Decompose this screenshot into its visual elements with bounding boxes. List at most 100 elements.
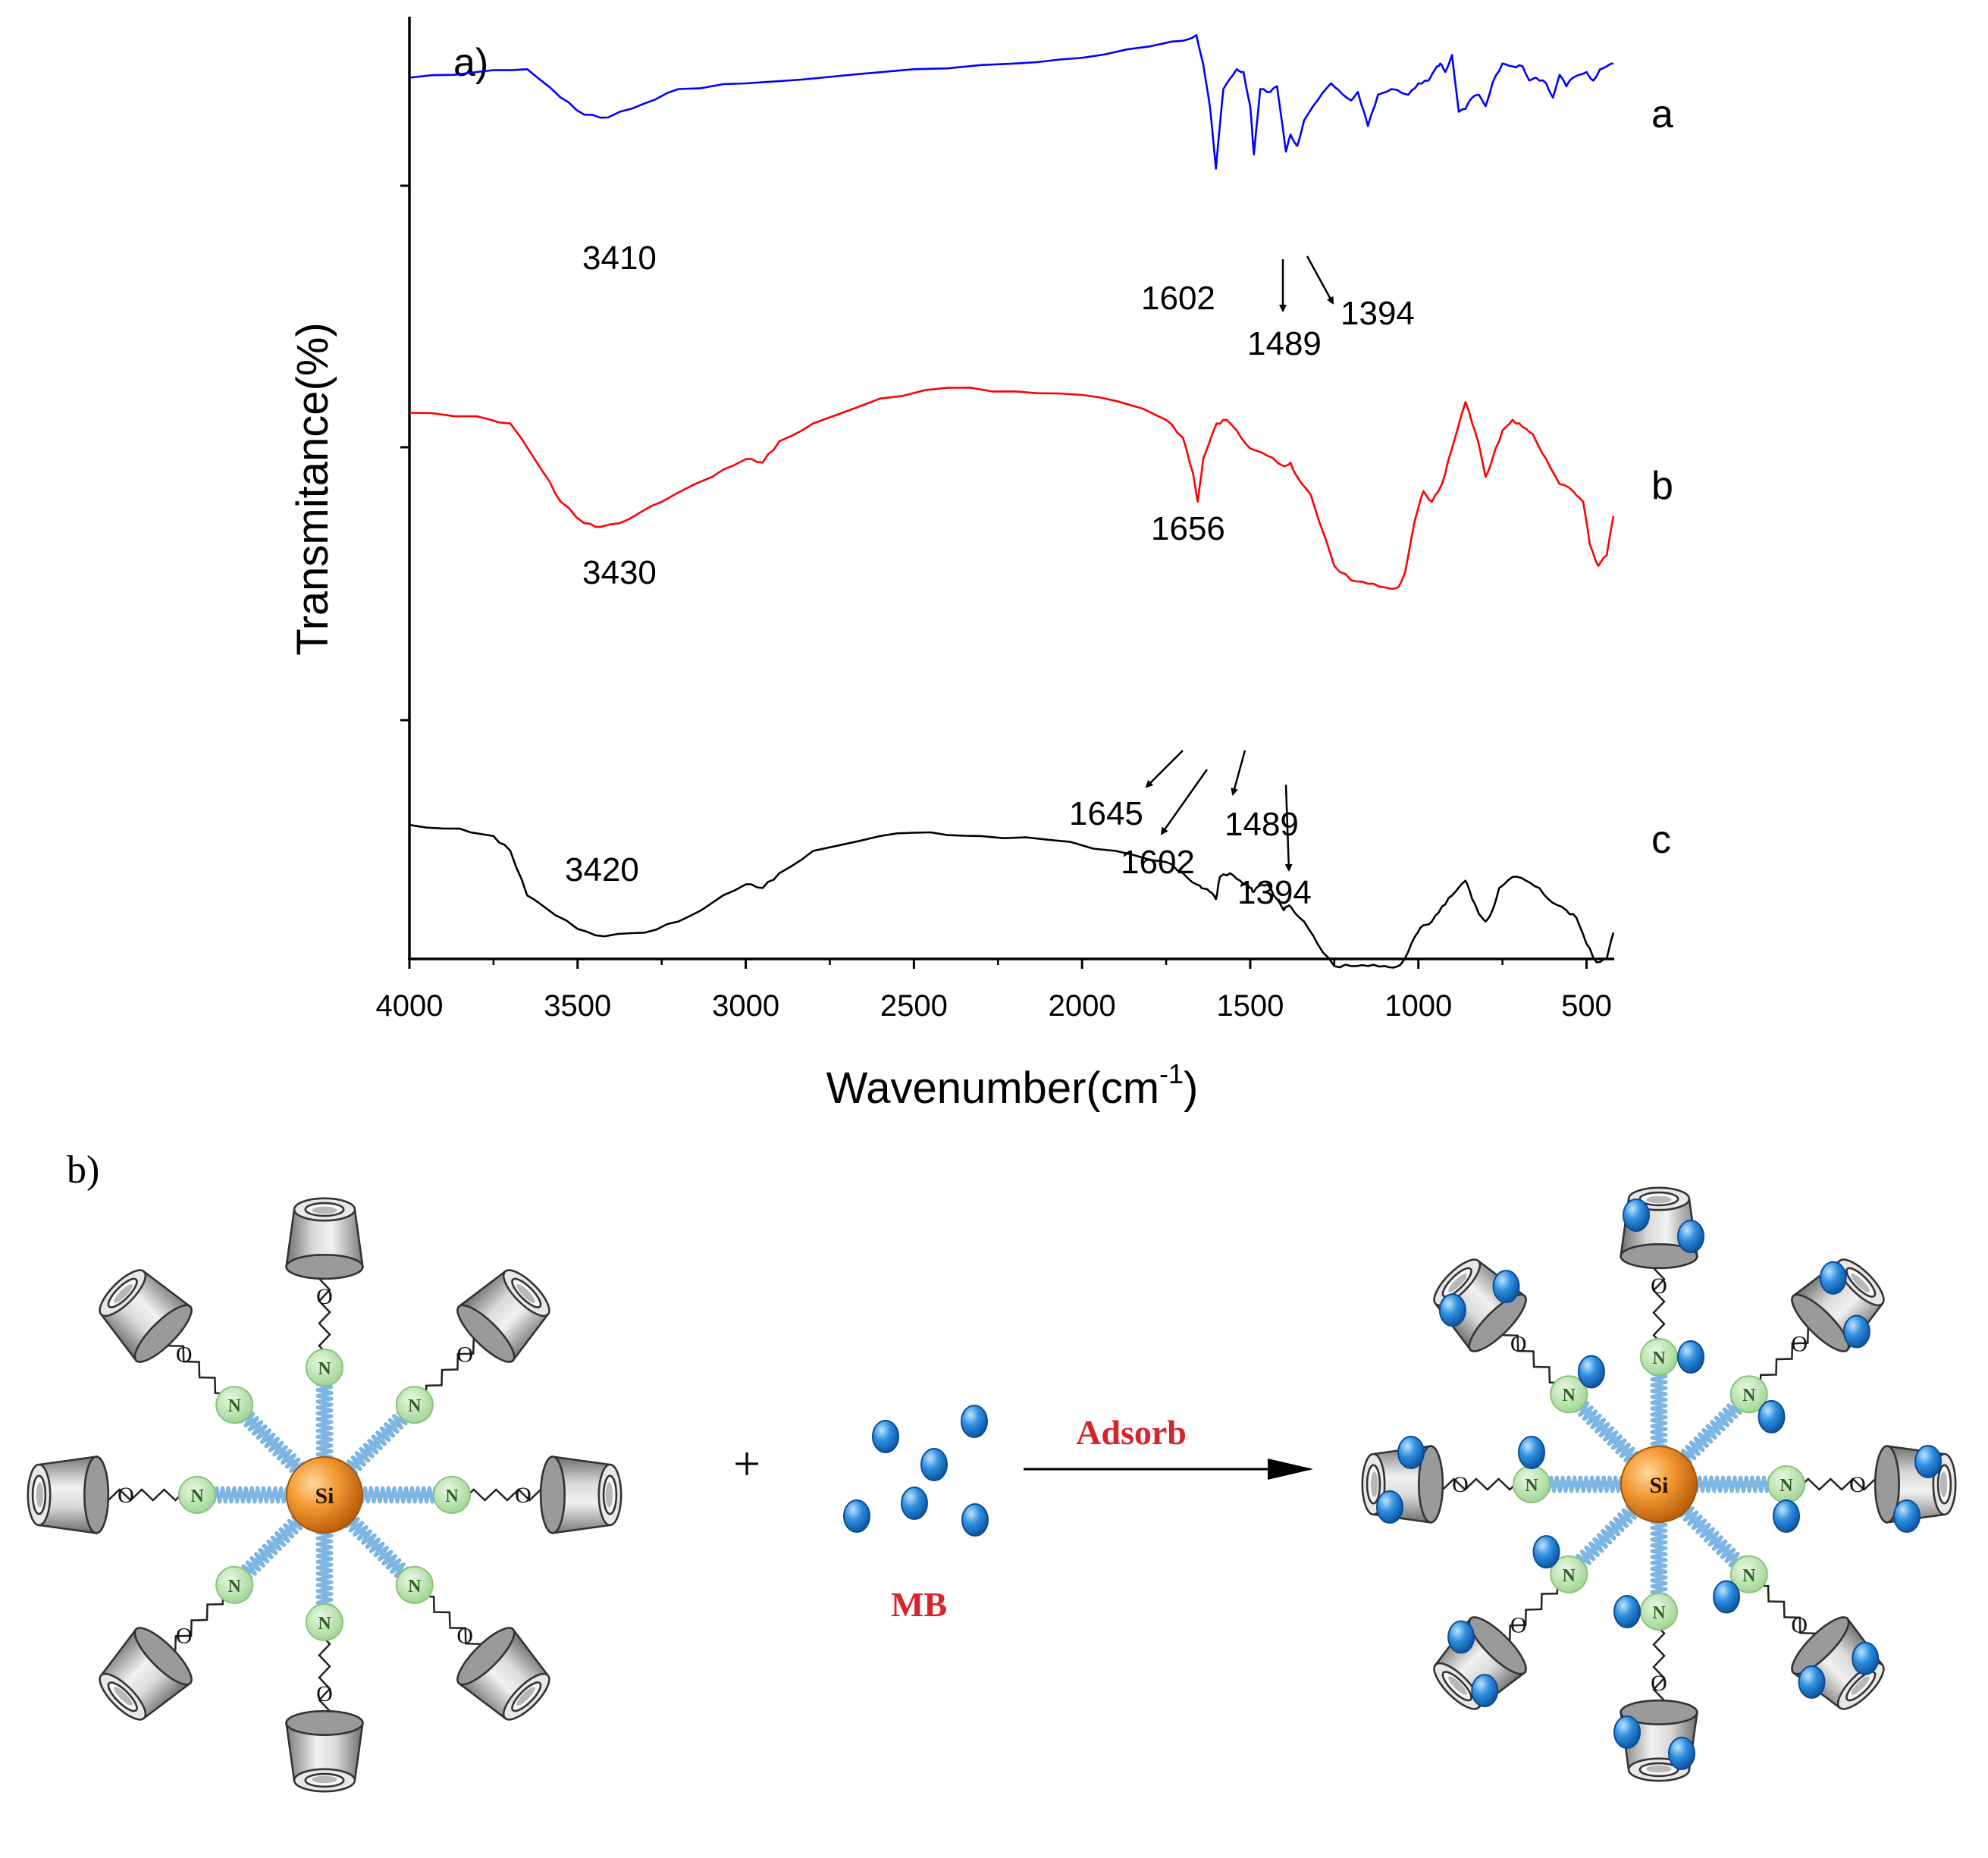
oxygen-label: O [316, 1681, 333, 1706]
nitrogen-label: N [318, 1614, 331, 1634]
peak-label: 3410 [582, 240, 657, 277]
mb-molecule [920, 1448, 948, 1481]
peak-label: 1394 [1237, 874, 1312, 911]
adsorbed-mb [1677, 1220, 1704, 1253]
spacer-chain [1573, 1500, 1642, 1570]
core-label: Si [315, 1484, 334, 1509]
adsorbed-mb [1613, 1715, 1641, 1749]
cyclodextrin-cavity [285, 1709, 364, 1793]
adsorbed-mb [1376, 1490, 1403, 1524]
nitrogen-bead [215, 1565, 254, 1604]
nitrogen-label: N [1525, 1476, 1538, 1496]
x-tick-label: 3500 [544, 989, 611, 1023]
mb-molecule [961, 1503, 989, 1537]
nitrogen-label: N [318, 1359, 331, 1379]
x-tick-label: 500 [1561, 989, 1612, 1023]
y-axis-label: Transmitance(%) [288, 322, 337, 655]
oxygen-label: O [316, 1284, 333, 1309]
mb-label: MB [891, 1585, 947, 1624]
peak-label: 1645 [1069, 795, 1143, 832]
adsorbed-mb [1623, 1198, 1650, 1232]
nitrogen-label: N [1742, 1566, 1756, 1586]
adsorbed-mb [1798, 1665, 1826, 1699]
mb-molecule [872, 1420, 899, 1453]
linker-chain [418, 1595, 483, 1660]
linker-chain [1431, 1477, 1522, 1491]
adsorption-diagram: b) O N O N O N O N O N O N O N O N Si O N O N O N O N O N O N O N O N Si… [27, 1148, 1957, 1793]
silica-core [286, 1456, 363, 1534]
nitrogen-label: N [408, 1396, 422, 1416]
oxygen-label: O [176, 1623, 193, 1648]
nitrogen-bead [1550, 1375, 1588, 1414]
adsorbed-mb [1893, 1499, 1921, 1533]
adsorbed-mb [1819, 1261, 1847, 1295]
adsorbed-mb [1668, 1737, 1695, 1770]
x-tick-label: 1500 [1216, 989, 1284, 1023]
nitrogen-bead [395, 1565, 434, 1604]
oxygen-label: O [1791, 1332, 1808, 1357]
nitrogen-bead [1550, 1555, 1588, 1593]
adsorbed-mb [1713, 1580, 1741, 1614]
peak-label: 1602 [1141, 280, 1215, 317]
linker-chain [1652, 1256, 1666, 1347]
spacer-chain [1676, 1399, 1745, 1468]
nitrogen-bead [178, 1476, 216, 1514]
free-mb-group [843, 1405, 989, 1537]
plus-sign: + [733, 1437, 760, 1490]
peak-label: 1602 [1121, 844, 1195, 881]
nitrogen-bead [1640, 1593, 1678, 1631]
mb-molecule [961, 1405, 988, 1438]
peak-arrow [1284, 784, 1293, 872]
adsorbed-mb [1842, 1314, 1870, 1349]
x-tick-label: 2500 [880, 989, 948, 1023]
oxygen-label: O [1452, 1472, 1469, 1497]
mb-molecule [901, 1487, 928, 1520]
oxygen-label: O [1510, 1612, 1527, 1637]
x-tick-label: 4000 [376, 989, 444, 1023]
peak-label: 3430 [582, 554, 657, 591]
cyclodextrin-cavity [539, 1455, 622, 1534]
spacer-chain [342, 1409, 411, 1479]
spacer-chain [1650, 1514, 1668, 1600]
series-line-a [409, 34, 1614, 170]
panel-label-b: b) [67, 1148, 99, 1192]
mb-molecule [843, 1499, 870, 1533]
linker-chain [1652, 1621, 1666, 1712]
adsorbed-mb [1518, 1436, 1545, 1469]
peak-label: 1394 [1340, 295, 1415, 332]
ftir-chart: a) 4000 3500 3000 2500 2000 1500 1000 500 Trans… [288, 17, 1673, 1113]
linker-chain [425, 1336, 490, 1402]
adsorbed-mb [1471, 1674, 1499, 1708]
series-line-b [409, 387, 1615, 590]
oxygen-label: O [456, 1623, 473, 1648]
nitrogen-bead [1729, 1375, 1768, 1414]
x-axis-label: Wavenumber(cm-1) [826, 1058, 1199, 1113]
x-axis-label-sup: -1 [1159, 1058, 1184, 1089]
linker-chain [159, 1588, 224, 1653]
nitrogen-bead [306, 1603, 343, 1641]
molecule-before: O N O N O N O N O N O N O N O N Si [27, 1197, 622, 1793]
adsorbed-mb [1773, 1499, 1800, 1533]
panel-label-a: a) [453, 41, 488, 85]
nitrogen-label: N [228, 1577, 242, 1596]
spacer-chain [239, 1408, 309, 1477]
peak-arrow [1160, 769, 1209, 835]
oxygen-label: O [1849, 1472, 1866, 1497]
series-label-b: b [1651, 464, 1673, 508]
linker-chain [1494, 1578, 1559, 1643]
adsorbed-mb [1758, 1399, 1786, 1433]
nitrogen-bead [306, 1349, 343, 1386]
spacer-chain [354, 1486, 441, 1504]
linker-chain [318, 1632, 331, 1723]
oxygen-label: O [118, 1483, 134, 1508]
linker-chain [462, 1488, 553, 1502]
spacer-chain [315, 1379, 334, 1465]
oxygen-label: O [176, 1343, 193, 1368]
nitrogen-label: N [1563, 1566, 1576, 1586]
spacer-chain [315, 1524, 334, 1611]
nitrogen-label: N [408, 1577, 422, 1596]
spacer-chain [1573, 1398, 1643, 1467]
oxygen-label: O [1651, 1274, 1667, 1299]
oxygen-label: O [515, 1483, 531, 1508]
